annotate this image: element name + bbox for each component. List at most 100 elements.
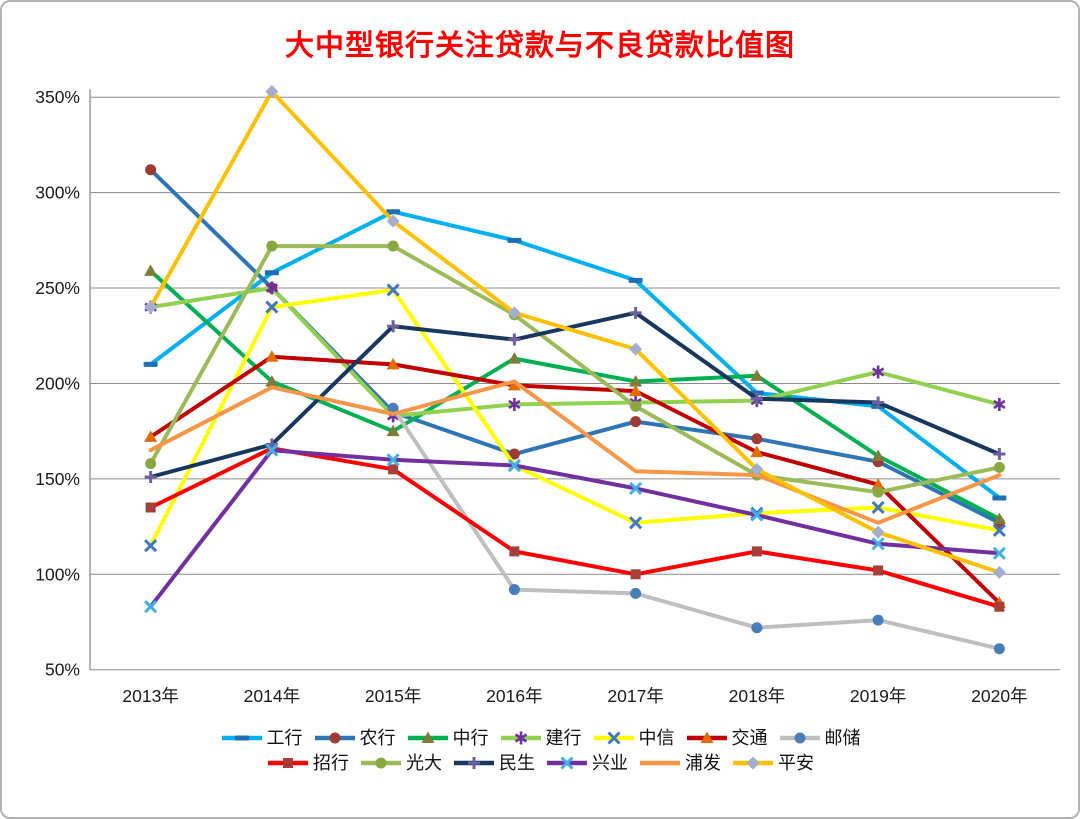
legend-item: 民生	[452, 753, 535, 773]
series-marker	[507, 237, 522, 243]
y-tick-label: 250%	[35, 278, 80, 298]
series-marker	[993, 397, 1006, 411]
x-tick-label: 2017年	[607, 686, 663, 706]
series-path	[148, 89, 1002, 575]
series-marker	[629, 342, 643, 356]
series-marker	[387, 402, 399, 414]
series-marker	[750, 508, 764, 522]
series-marker	[265, 350, 279, 362]
legend-swatch	[361, 757, 401, 769]
series-marker	[794, 732, 805, 744]
legend-swatch	[779, 732, 820, 744]
legend-item: 中信	[592, 728, 675, 748]
series-marker	[509, 546, 520, 557]
legend-swatch	[733, 756, 773, 770]
series-marker	[993, 448, 1006, 461]
legend-swatch	[640, 760, 680, 766]
series-marker	[750, 445, 764, 458]
legend-label: 交通	[731, 728, 768, 748]
series-marker	[750, 369, 764, 381]
series-marker	[283, 758, 293, 768]
chart-title: 大中型银行关注贷款与不良贷款比值图	[284, 30, 795, 62]
series-marker	[871, 500, 885, 515]
series-marker	[630, 416, 642, 428]
series-marker	[992, 565, 1006, 579]
series-marker	[145, 502, 156, 513]
series-marker	[751, 433, 763, 445]
series-line	[145, 443, 1005, 612]
legend-label: 邮储	[824, 728, 861, 748]
x-tick-label: 2020年	[971, 686, 1027, 706]
series-marker	[144, 264, 158, 276]
series-line	[148, 379, 1002, 525]
series-marker	[871, 449, 885, 461]
series-marker	[872, 486, 884, 498]
x-tick-label: 2015年	[365, 686, 421, 706]
series-marker	[992, 523, 1006, 537]
series-marker	[144, 470, 157, 483]
series-marker	[992, 495, 1007, 501]
series-marker	[265, 84, 279, 98]
series-marker	[871, 478, 885, 490]
series-path	[148, 379, 1002, 525]
series-marker	[992, 546, 1006, 560]
legend-row: 工行 农行 中行 建行 中信 交通 邮储	[220, 728, 861, 748]
series-marker	[871, 525, 885, 539]
series-marker	[386, 214, 400, 228]
series-marker	[993, 461, 1005, 473]
series-marker	[386, 424, 400, 437]
series-marker	[994, 601, 1005, 612]
legend-item: 建行	[499, 728, 582, 748]
legend-item: 交通	[685, 728, 768, 748]
series-marker	[386, 357, 400, 370]
series-marker	[375, 757, 387, 769]
legend-swatch	[407, 731, 448, 743]
legend-swatch	[314, 732, 355, 744]
legend-label: 中行	[452, 728, 489, 748]
legend-swatch	[268, 758, 308, 768]
legend-item: 农行	[313, 728, 396, 748]
series-path	[148, 287, 1002, 548]
legend-label: 光大	[406, 753, 442, 773]
legend-label: 招行	[313, 753, 349, 773]
series-marker	[421, 731, 434, 743]
legend-label: 农行	[359, 728, 396, 748]
series-marker	[560, 756, 574, 770]
series-path	[148, 167, 1002, 525]
x-tick-label: 2018年	[729, 686, 785, 706]
series-marker	[751, 546, 762, 557]
legend-label: 兴业	[592, 753, 628, 773]
series-path	[391, 406, 1002, 651]
series-marker	[750, 462, 764, 476]
series-marker	[606, 731, 621, 745]
legend-label: 平安	[778, 753, 814, 773]
series-marker	[700, 731, 713, 743]
series-marker	[145, 164, 157, 176]
legend-swatch	[686, 731, 727, 743]
series-line	[144, 84, 1006, 579]
series-marker	[871, 537, 885, 551]
series-marker	[871, 365, 885, 379]
legend-item: 工行	[220, 728, 303, 748]
series-marker	[630, 400, 642, 412]
series-marker	[628, 277, 643, 283]
series-marker	[750, 392, 763, 405]
series-marker	[386, 283, 400, 297]
series-marker	[265, 281, 279, 295]
series-marker	[746, 756, 760, 770]
legend-item: 浦发	[638, 753, 721, 773]
x-tick-label: 2019年	[850, 686, 906, 706]
series-marker	[992, 512, 1006, 524]
series-marker	[144, 430, 158, 442]
series-marker	[144, 600, 158, 614]
series-marker	[265, 443, 279, 457]
legend-swatch	[221, 735, 262, 741]
series-path	[148, 310, 1002, 479]
y-tick-label: 300%	[35, 183, 80, 203]
series-marker	[508, 397, 521, 411]
series-marker	[629, 516, 643, 530]
series-marker	[993, 643, 1005, 655]
legend-item: 中行	[406, 728, 489, 748]
series-marker	[508, 584, 520, 596]
